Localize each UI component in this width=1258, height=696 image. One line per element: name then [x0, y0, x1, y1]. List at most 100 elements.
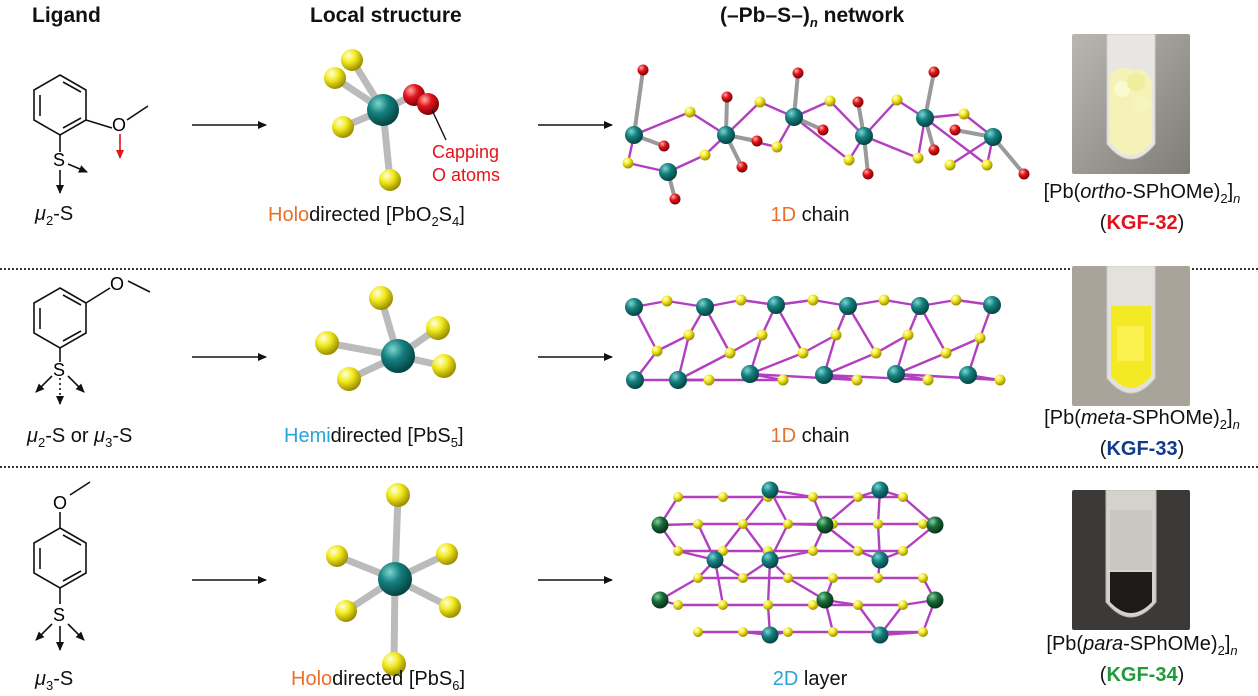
pb-atom	[911, 297, 929, 315]
pb-atom	[625, 126, 643, 144]
s-atom	[824, 95, 836, 107]
s-atom	[756, 329, 768, 341]
photo-kgf-34	[1072, 490, 1190, 630]
pb-atom	[916, 109, 934, 127]
s-atom	[738, 627, 748, 637]
s-atom	[661, 295, 673, 307]
s-atom	[828, 627, 838, 637]
code-kgf-33: (KGF-33)	[1099, 438, 1185, 460]
s-atom	[891, 94, 903, 106]
s-atom	[940, 347, 952, 359]
network-label-1d-chain: 1D chain	[770, 425, 850, 447]
pb-atom	[659, 163, 677, 181]
o-atom	[792, 67, 804, 79]
s-atom	[808, 492, 818, 502]
pb-atom	[959, 366, 977, 384]
header-network: (–Pb–S–)n network	[720, 4, 905, 31]
code-kgf-34: (KGF-34)	[1099, 664, 1185, 686]
s-atom	[974, 332, 986, 344]
s-atom	[898, 546, 908, 556]
s-atom	[673, 546, 683, 556]
s-atom	[718, 600, 728, 610]
photo-kgf-32	[1072, 34, 1190, 174]
s-atom	[693, 573, 703, 583]
pb-atom	[855, 127, 873, 145]
s-atom	[718, 546, 728, 556]
s-atom	[851, 374, 863, 386]
s-atom	[898, 600, 908, 610]
pb-atom	[761, 481, 779, 499]
network-2d-layer-para	[651, 481, 944, 644]
pb-atom	[815, 366, 833, 384]
s-atom	[918, 573, 928, 583]
local-structure-pbs6	[326, 483, 461, 676]
s-atom	[912, 152, 924, 164]
caption-kgf-33: [Pb(meta-SPhOMe)2]n (KGF-33)	[1026, 406, 1258, 461]
local-structure-pbo2s4	[324, 49, 447, 191]
s-atom	[994, 374, 1006, 386]
atom-s: S	[53, 150, 65, 170]
s-atom	[622, 157, 634, 169]
header-local-structure: Local structure	[310, 4, 462, 27]
s-atom	[902, 329, 914, 341]
s-atom	[870, 347, 882, 359]
s-atom	[828, 573, 838, 583]
pb-atom	[926, 591, 944, 609]
local-label-hemi-pbs5: Hemidirected [PbS5]	[284, 425, 464, 450]
o-atom	[751, 135, 763, 147]
o-atom	[637, 64, 649, 76]
o-atom	[862, 168, 874, 180]
atom-s: S	[53, 360, 65, 380]
formula-meta: [Pb(meta-SPhOMe)2]n	[1044, 407, 1240, 432]
ligand-label-meta: μ2-S or μ3-S	[27, 425, 133, 450]
pb-atom	[651, 516, 669, 534]
pb-atom	[626, 371, 644, 389]
s-atom	[693, 627, 703, 637]
s-atom	[878, 294, 890, 306]
s-atom	[808, 600, 818, 610]
s-atom	[873, 519, 883, 529]
s-atom	[684, 106, 696, 118]
s-atom	[950, 294, 962, 306]
pb-atom	[706, 551, 724, 569]
s-atom	[808, 546, 818, 556]
s-atom	[777, 374, 789, 386]
o-atom	[669, 193, 681, 205]
pb-atom	[887, 365, 905, 383]
s-atom	[797, 347, 809, 359]
s-atom	[853, 600, 863, 610]
s-atom	[918, 519, 928, 529]
formula-para: [Pb(para-SPhOMe)2]n	[1046, 633, 1238, 658]
header-ligand: Ligand	[32, 4, 101, 27]
pb-atom	[816, 591, 834, 609]
s-atom	[981, 159, 993, 171]
s-atom	[699, 149, 711, 161]
pb-atom	[741, 365, 759, 383]
s-atom	[807, 294, 819, 306]
s-atom	[918, 627, 928, 637]
s-atom	[783, 519, 793, 529]
ligand-label-ortho: μ2-S	[35, 203, 74, 228]
local-label-holo-pbs6: Holodirected [PbS6]	[291, 668, 466, 693]
photo-kgf-33	[1072, 266, 1190, 406]
o-atom	[928, 66, 940, 78]
s-atom	[693, 519, 703, 529]
pb-atom	[761, 551, 779, 569]
pb-atom	[761, 626, 779, 644]
capping-label-line1: Capping	[432, 142, 499, 162]
o-atom	[928, 144, 940, 156]
s-atom	[944, 159, 956, 171]
o-atom	[721, 91, 733, 103]
pb-atom	[871, 551, 889, 569]
s-atom	[958, 108, 970, 120]
network-1d-chain-meta	[625, 294, 1006, 389]
pb-atom	[717, 126, 735, 144]
s-atom	[771, 141, 783, 153]
s-atom	[873, 573, 883, 583]
ligand-meta-structure	[33, 280, 151, 405]
s-atom	[783, 573, 793, 583]
pb-atom	[926, 516, 944, 534]
o-atom	[1018, 168, 1030, 180]
o-atom	[736, 161, 748, 173]
s-atom	[853, 492, 863, 502]
